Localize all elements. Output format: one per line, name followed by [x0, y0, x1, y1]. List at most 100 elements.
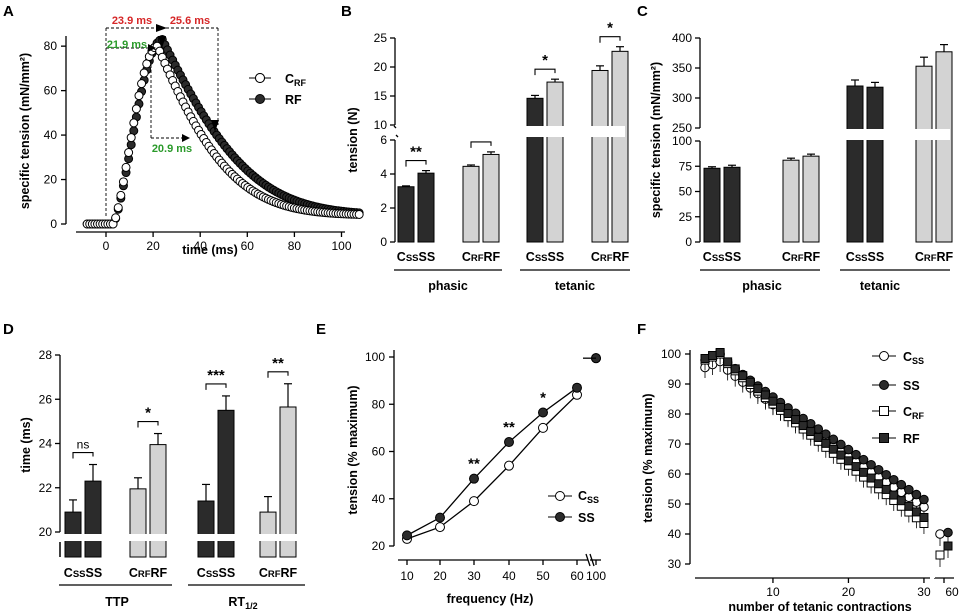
y-tick-label: 25	[374, 31, 388, 45]
ss-point	[911, 489, 922, 500]
bar	[462, 165, 480, 243]
rf-point	[798, 421, 808, 431]
y-tick-label: 300	[672, 91, 692, 105]
ss-point	[538, 407, 548, 418]
significance-label: ns	[77, 438, 90, 452]
legend-marker-rf	[255, 94, 265, 104]
y-tick-label: 4	[380, 167, 387, 181]
bar	[591, 69, 609, 243]
rf-point	[745, 377, 755, 387]
significance-label: ***	[207, 367, 225, 384]
x-axis-label: number of tetanic contractions	[728, 600, 911, 614]
x-tick-label: 20	[146, 239, 160, 253]
y-tick-label: 50	[668, 497, 682, 511]
ss-point	[881, 469, 892, 480]
x-tick-label: 20	[842, 585, 856, 599]
ss-point	[805, 418, 816, 429]
y-tick-label: 40	[44, 128, 58, 142]
rf-point	[723, 357, 733, 367]
legend-marker-css	[555, 491, 565, 501]
y-tick-label: 0	[685, 235, 692, 249]
rf-point	[768, 396, 778, 406]
arrow-head	[158, 36, 166, 48]
rf-point	[776, 402, 785, 412]
y-axis-label: specific tension (mN/mm²)	[18, 53, 32, 209]
rf-point	[881, 484, 891, 494]
y-axis-label: tension (% maximum)	[346, 385, 360, 514]
group-label: CSSSS	[526, 250, 564, 264]
y-tick-label: 22	[39, 481, 53, 495]
ss-point	[402, 530, 412, 541]
rf-point	[783, 409, 793, 419]
break-mark	[395, 134, 399, 138]
rf-point	[889, 490, 899, 500]
y-axis-label: time (ms)	[19, 417, 33, 473]
ss-point	[851, 449, 861, 460]
panel-label-d: D	[3, 321, 14, 338]
arrow-head	[148, 44, 156, 52]
significance-bracket	[534, 68, 556, 76]
ss-point	[858, 454, 869, 465]
y-tick-label: 100	[672, 134, 692, 148]
axis-break	[931, 400, 935, 578]
ss-point	[904, 484, 914, 495]
rf-point	[828, 444, 838, 454]
crf-trace-point	[129, 118, 139, 128]
y-tick-label: 80	[44, 39, 58, 53]
ss-point	[888, 474, 899, 485]
bar	[197, 500, 215, 558]
y-tick-label: 2	[380, 201, 387, 215]
rf-point	[859, 467, 869, 477]
ss-point	[873, 464, 884, 475]
bar	[846, 85, 864, 243]
y-tick-label: 70	[668, 437, 682, 451]
y-tick-label: 15	[374, 89, 388, 103]
css-point	[469, 496, 479, 507]
axis-break	[395, 126, 625, 137]
x-tick-label: 100	[331, 239, 351, 253]
legend-label-css: CSS	[903, 350, 924, 366]
significance-label: **	[468, 456, 480, 473]
x-tick-label: 60	[945, 585, 959, 599]
y-tick-label: 20	[374, 60, 388, 74]
x-tick-label: 30	[467, 569, 481, 583]
bar	[703, 167, 721, 243]
y-tick-label: 10	[374, 118, 388, 132]
rf-point	[700, 354, 710, 363]
x-tick-label: 0	[103, 239, 110, 253]
bar	[546, 81, 564, 243]
css-point	[538, 422, 548, 433]
rf-point	[791, 415, 801, 425]
x-axis-label: frequency (Hz)	[447, 592, 534, 606]
y-tick-label: 40	[372, 492, 386, 506]
crf-trace-point	[118, 177, 128, 187]
legend-marker-rf	[879, 433, 889, 443]
crf-trace-point	[121, 162, 131, 172]
ss-point	[919, 494, 929, 505]
crf-trace-point	[124, 148, 134, 158]
legend-label-rf: RF	[903, 432, 920, 446]
significance-label: **	[503, 419, 515, 436]
section-label-phasic: phasic	[742, 279, 782, 293]
bar	[611, 50, 629, 243]
rf-point	[715, 348, 725, 357]
crf-trace-point	[139, 68, 149, 78]
crf-trace-point	[126, 133, 136, 143]
y-tick-label: 20	[39, 525, 53, 539]
group-label: CSSSS	[703, 250, 741, 264]
significance-label: **	[272, 355, 284, 372]
ss-point	[469, 473, 479, 484]
crf-trace-point	[137, 79, 147, 89]
section-label-tetanic: tetanic	[860, 279, 900, 293]
y-tick-label: 20	[44, 173, 58, 187]
panel-f-fatigue: 30 40 50 60 70 80 90 100 10 20 30 60 number of tetan…	[641, 347, 959, 614]
legend-label-rf: RF	[285, 93, 302, 107]
y-tick-label: 250	[672, 121, 692, 135]
y-tick-label: 24	[39, 437, 53, 451]
legend-marker-ss	[555, 512, 565, 522]
group-label: CSSSS	[197, 566, 235, 580]
legend-marker-crf	[879, 406, 889, 416]
crf-trace-point	[131, 104, 141, 114]
bar	[935, 51, 953, 243]
